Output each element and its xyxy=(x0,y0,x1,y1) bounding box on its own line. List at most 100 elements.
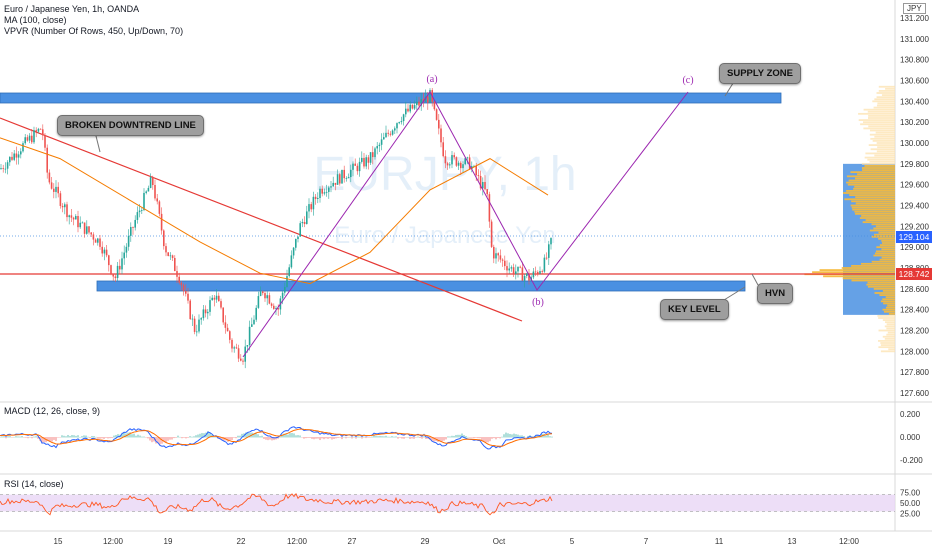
macd-histogram-bar xyxy=(287,434,289,438)
candle-body xyxy=(103,249,106,254)
macd-histogram-bar xyxy=(441,437,443,442)
volume-bar xyxy=(846,175,895,178)
macd-histogram-bar xyxy=(265,437,267,440)
candle-body xyxy=(171,255,174,258)
candle-body xyxy=(391,130,394,135)
candle-body xyxy=(334,182,337,185)
candle-body xyxy=(68,215,70,218)
candle-body xyxy=(319,188,321,199)
key-level-rect xyxy=(96,280,746,292)
candle-body xyxy=(110,265,112,274)
candle-body xyxy=(389,133,392,135)
candle-body xyxy=(149,177,152,188)
candle-body xyxy=(37,128,40,132)
candle-body xyxy=(451,155,453,165)
macd-histogram-bar xyxy=(23,437,25,438)
macd-histogram-bar xyxy=(421,437,423,439)
candle-body xyxy=(468,157,471,170)
macd-histogram-bar xyxy=(69,435,71,438)
candles xyxy=(0,88,552,369)
volume-bar xyxy=(874,292,895,294)
volume-bar xyxy=(867,158,895,161)
macd-histogram-bar xyxy=(323,437,325,440)
macd-histogram-bar xyxy=(47,437,49,442)
macd-histogram-bar xyxy=(181,437,183,439)
candle-body xyxy=(200,318,202,320)
volume-bar xyxy=(876,150,895,153)
candle-body xyxy=(198,319,200,332)
volume-bar xyxy=(861,262,895,265)
macd-histogram-bar xyxy=(443,437,445,441)
candle-body xyxy=(449,164,451,166)
time-tick-label: 27 xyxy=(348,537,357,546)
macd-histogram-bar xyxy=(193,436,195,438)
volume-bar xyxy=(819,269,895,271)
volume-bar xyxy=(884,325,895,328)
volume-bar xyxy=(874,252,895,255)
candle-body xyxy=(218,295,220,302)
candle-body xyxy=(116,265,119,279)
candle-body xyxy=(526,273,528,276)
candle-body xyxy=(165,246,167,253)
macd-histogram-bar xyxy=(143,436,145,438)
candle-body xyxy=(341,169,343,184)
candle-body xyxy=(33,130,35,143)
hvn-callout-pointer xyxy=(751,273,759,286)
candle-body xyxy=(174,257,176,272)
macd-histogram-bar xyxy=(197,434,199,438)
candle-body xyxy=(15,153,18,158)
macd-histogram-bar xyxy=(73,435,75,438)
macd-histogram-bar xyxy=(111,437,113,438)
macd-histogram-bar xyxy=(187,437,189,438)
candle-body xyxy=(83,222,86,234)
candle-body xyxy=(413,105,416,109)
candle-body xyxy=(246,345,249,347)
watermark-name: Euro / Japanese Yen xyxy=(334,222,556,249)
candle-body xyxy=(224,322,227,328)
macd-histogram-bar xyxy=(239,435,241,438)
candle-body xyxy=(495,253,497,259)
volume-bar xyxy=(843,192,895,194)
candle-body xyxy=(125,246,128,253)
volume-bar xyxy=(852,208,895,211)
volume-bar xyxy=(873,287,895,290)
candle-body xyxy=(50,182,53,189)
macd-histogram-bar xyxy=(173,437,175,439)
price-tick-label: 131.000 xyxy=(900,35,929,44)
candle-body xyxy=(99,238,101,247)
candle-body xyxy=(534,271,537,273)
currency-badge[interactable]: JPY xyxy=(903,3,926,14)
wave-a-label: (a) xyxy=(426,74,437,85)
price-tick-label: 129.000 xyxy=(900,243,929,252)
volume-bar xyxy=(855,212,895,215)
candle-body xyxy=(123,252,125,259)
volume-bar xyxy=(855,196,895,199)
macd-histogram-bar xyxy=(41,437,43,444)
macd-histogram-bar xyxy=(51,437,53,442)
time-tick-label: Oct xyxy=(493,537,506,546)
candle-body xyxy=(356,165,359,172)
candle-body xyxy=(464,158,466,165)
volume-bar xyxy=(869,229,895,232)
candle-body xyxy=(189,300,191,320)
volume-bar xyxy=(880,300,895,303)
macd-histogram-bar xyxy=(59,437,61,438)
macd-histogram-bar xyxy=(255,433,257,438)
macd-histogram-bar xyxy=(335,437,337,439)
macd-histogram-bar xyxy=(123,432,125,438)
volume-bar xyxy=(864,165,895,167)
candle-body xyxy=(367,157,370,163)
macd-histogram-bar xyxy=(141,436,143,438)
candle-body xyxy=(475,165,477,176)
volume-bar xyxy=(851,200,895,203)
macd-histogram-bar xyxy=(137,434,139,438)
price-tick-label: 129.600 xyxy=(900,181,929,190)
macd-histogram-bar xyxy=(195,435,197,438)
macd-histogram-bar xyxy=(283,433,285,438)
macd-histogram-bar xyxy=(189,436,191,438)
candle-body xyxy=(209,300,211,312)
time-tick-label: 13 xyxy=(788,537,797,546)
macd-legend: MACD (12, 26, close, 9) xyxy=(4,406,101,416)
volume-bar xyxy=(842,277,895,280)
candle-body xyxy=(24,137,26,144)
